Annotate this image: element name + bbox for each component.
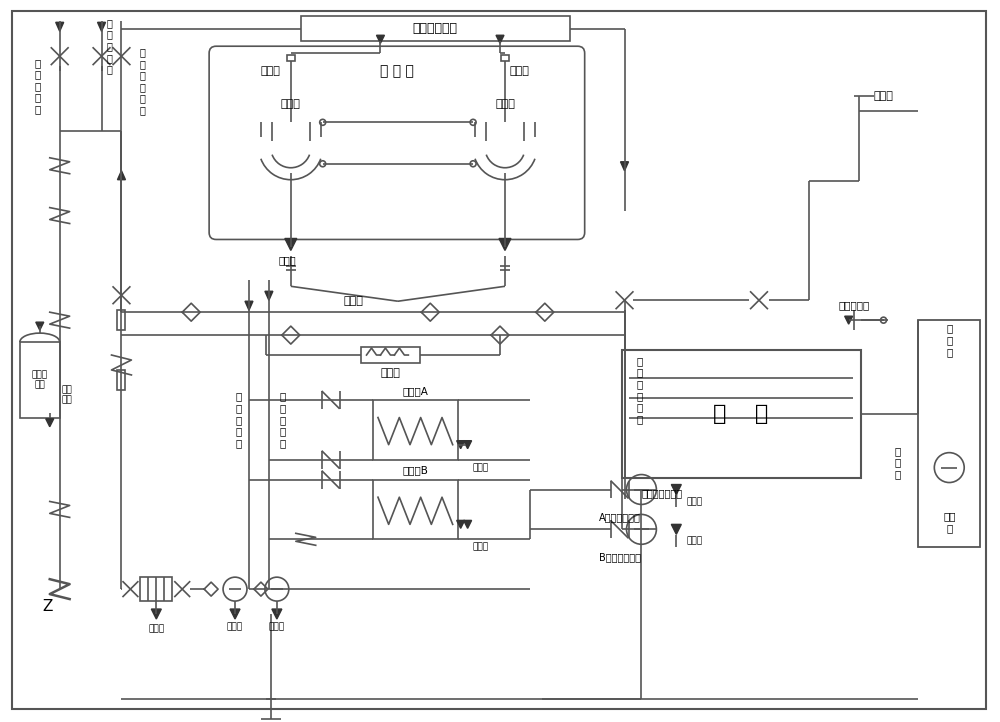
Text: 排污门: 排污门 [473,543,489,552]
Text: 防
虹
吸
回
气
管: 防 虹 吸 回 气 管 [636,356,643,424]
Polygon shape [265,291,273,300]
Text: 打
药
泵: 打 药 泵 [894,446,900,479]
Text: Z: Z [43,599,53,614]
Text: 水    箱: 水 箱 [713,404,769,424]
Polygon shape [272,609,282,619]
Bar [20,342,60,418]
Text: 冷却器A: 冷却器A [402,386,428,396]
Text: 漏氢检查仪: 漏氢检查仪 [838,300,869,310]
Polygon shape [98,22,106,31]
Text: 排地沟: 排地沟 [343,296,363,306]
Bar [301,17,570,41]
Polygon shape [621,162,629,170]
Text: 机房外: 机房外 [874,91,893,101]
Polygon shape [464,440,472,448]
Text: 除
盐
水
补
水
门: 除 盐 水 补 水 门 [139,47,145,115]
Polygon shape [117,170,125,180]
Text: 排污门: 排污门 [148,625,164,633]
Text: 集水环: 集水环 [281,99,301,109]
Bar [373,400,458,460]
Bar [117,310,125,330]
Polygon shape [671,524,681,534]
Polygon shape [245,301,253,310]
Text: 排污门: 排污门 [227,622,243,632]
Polygon shape [36,322,44,330]
Polygon shape [285,238,297,251]
Text: 排污门: 排污门 [269,622,285,632]
Text: 排污门: 排污门 [279,256,297,266]
Text: 平衡防振动管: 平衡防振动管 [413,22,458,35]
Bar [501,55,509,61]
Polygon shape [499,238,511,251]
Text: 汽机端: 汽机端 [510,66,530,76]
Text: B定子冷却水泵: B定子冷却水泵 [599,552,641,562]
Polygon shape [376,35,384,43]
Bar [918,320,980,547]
Text: 发 电 机: 发 电 机 [380,64,414,78]
Text: 排污门: 排污门 [686,536,702,546]
Text: 树脂
排放: 树脂 排放 [62,385,72,404]
Polygon shape [457,521,465,529]
Bar [373,479,458,539]
Text: 离子交
换器: 离子交 换器 [32,370,48,390]
Text: 加热器: 加热器 [380,368,400,378]
Text: 除
盐
水
补
水: 除 盐 水 补 水 [107,18,112,74]
Polygon shape [845,316,853,324]
Bar [140,577,172,601]
Polygon shape [46,419,54,427]
Polygon shape [464,521,472,529]
Polygon shape [496,35,504,43]
Bar [361,347,420,363]
Bar [622,350,861,477]
Text: 冷
却
水
回
水: 冷 却 水 回 水 [280,391,286,448]
Bar [287,55,295,61]
Polygon shape [230,609,240,619]
Text: A定子冷却水泵: A定子冷却水泵 [599,513,640,523]
Text: 配药
箱: 配药 箱 [943,512,956,533]
Polygon shape [671,484,681,495]
Text: 冷却器B: 冷却器B [402,466,428,476]
Text: 凝
结
水
补
水: 凝 结 水 补 水 [35,58,41,114]
Polygon shape [151,609,161,619]
Bar [117,370,125,390]
Text: 排污门: 排污门 [473,463,489,472]
Text: 励磁端: 励磁端 [261,66,281,76]
Text: 排污门: 排污门 [686,497,702,506]
Text: 集水环: 集水环 [495,99,515,109]
Text: 视
察
窗: 视 察 窗 [946,323,952,357]
Polygon shape [457,440,465,448]
Polygon shape [56,22,64,31]
Text: 水箱底部排污门: 水箱底部排污门 [641,489,683,498]
Text: 冷
却
水
进
水: 冷 却 水 进 水 [236,391,242,448]
